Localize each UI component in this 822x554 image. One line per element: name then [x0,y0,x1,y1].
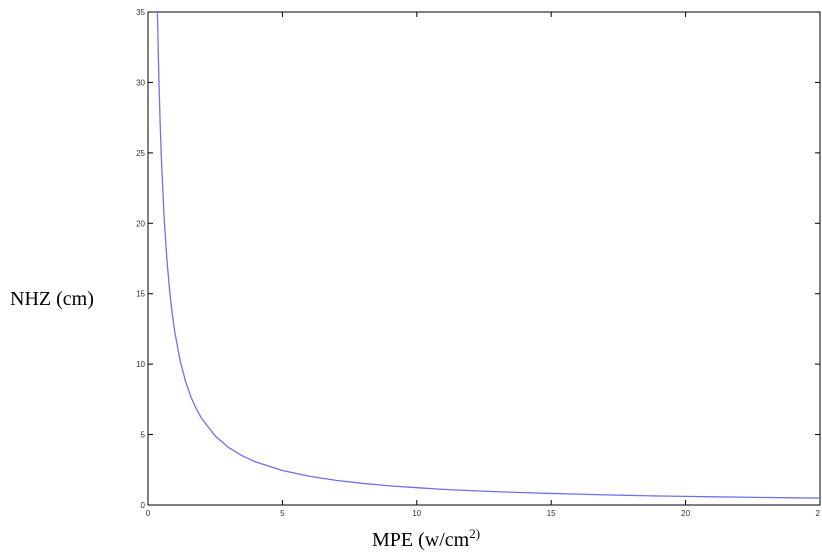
y-axis-title: NHZ (cm) [10,288,94,310]
x-tick-label: 10 [412,509,421,518]
y-tick-label: 25 [136,149,145,158]
y-tick-label: 20 [136,219,145,228]
x-tick-label: 20 [681,509,690,518]
series-group [156,11,821,499]
y-tick-label: 35 [136,8,145,17]
y-tick-label: 30 [136,78,145,87]
x-axis-title-text: MPE (w/cm [372,529,470,551]
y-tick-label: 10 [136,360,145,369]
x-axis-title-superscript: 2) [469,526,480,541]
x-tick-label: 0 [146,509,151,518]
x-tick-label: 5 [280,509,285,518]
series-line-0 [156,11,821,499]
y-tick-label: 0 [141,501,146,510]
y-tick-label: 15 [136,290,145,299]
y-tick-label: 5 [141,431,146,440]
x-axis-title: MPE (w/cm2) [372,526,480,551]
plot-area [147,11,821,506]
x-tick-label: 2 [816,509,821,518]
x-tick-label: 15 [547,509,556,518]
